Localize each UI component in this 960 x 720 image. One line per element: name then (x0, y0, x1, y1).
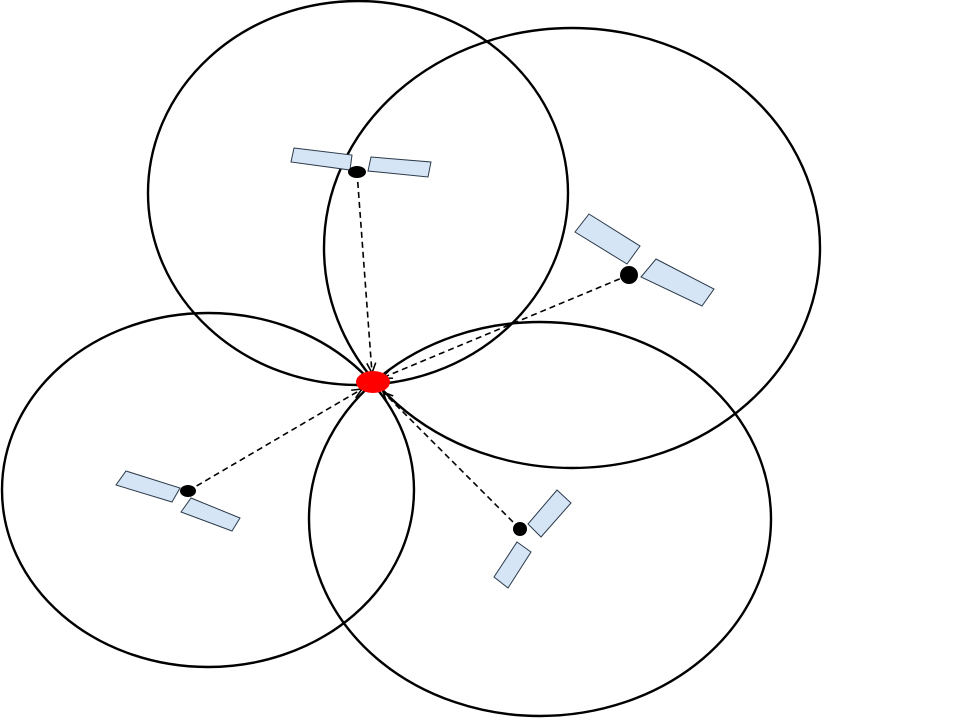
receiver-position-dot (356, 371, 390, 393)
signal-line-satellite-2 (382, 274, 630, 378)
solar-panel-lower (640, 258, 715, 307)
satellite-body (513, 522, 527, 536)
solar-panel-right (180, 497, 241, 532)
solar-panel-left (290, 147, 353, 171)
solar-panel-upper (574, 213, 641, 265)
satellite-icon (574, 213, 715, 307)
range-circle-bottom-right (307, 320, 773, 718)
range-circle-top-right (322, 26, 822, 470)
satellite-body (348, 166, 366, 178)
signal-line-satellite-1 (356, 171, 372, 373)
solar-panel-lower (493, 541, 532, 589)
solar-panel-right (367, 156, 432, 178)
solar-panel-upper (527, 489, 572, 538)
solar-panel-left (115, 470, 181, 503)
satellite-icon (493, 489, 572, 589)
satellite-body (180, 485, 196, 497)
satellite-icon (290, 147, 432, 178)
signal-line-satellite-4 (383, 392, 521, 530)
signal-line-satellite-3 (187, 389, 362, 492)
satellite-body (620, 266, 638, 284)
satellite-icon (115, 470, 241, 532)
range-circle-bottom-left (0, 311, 416, 669)
